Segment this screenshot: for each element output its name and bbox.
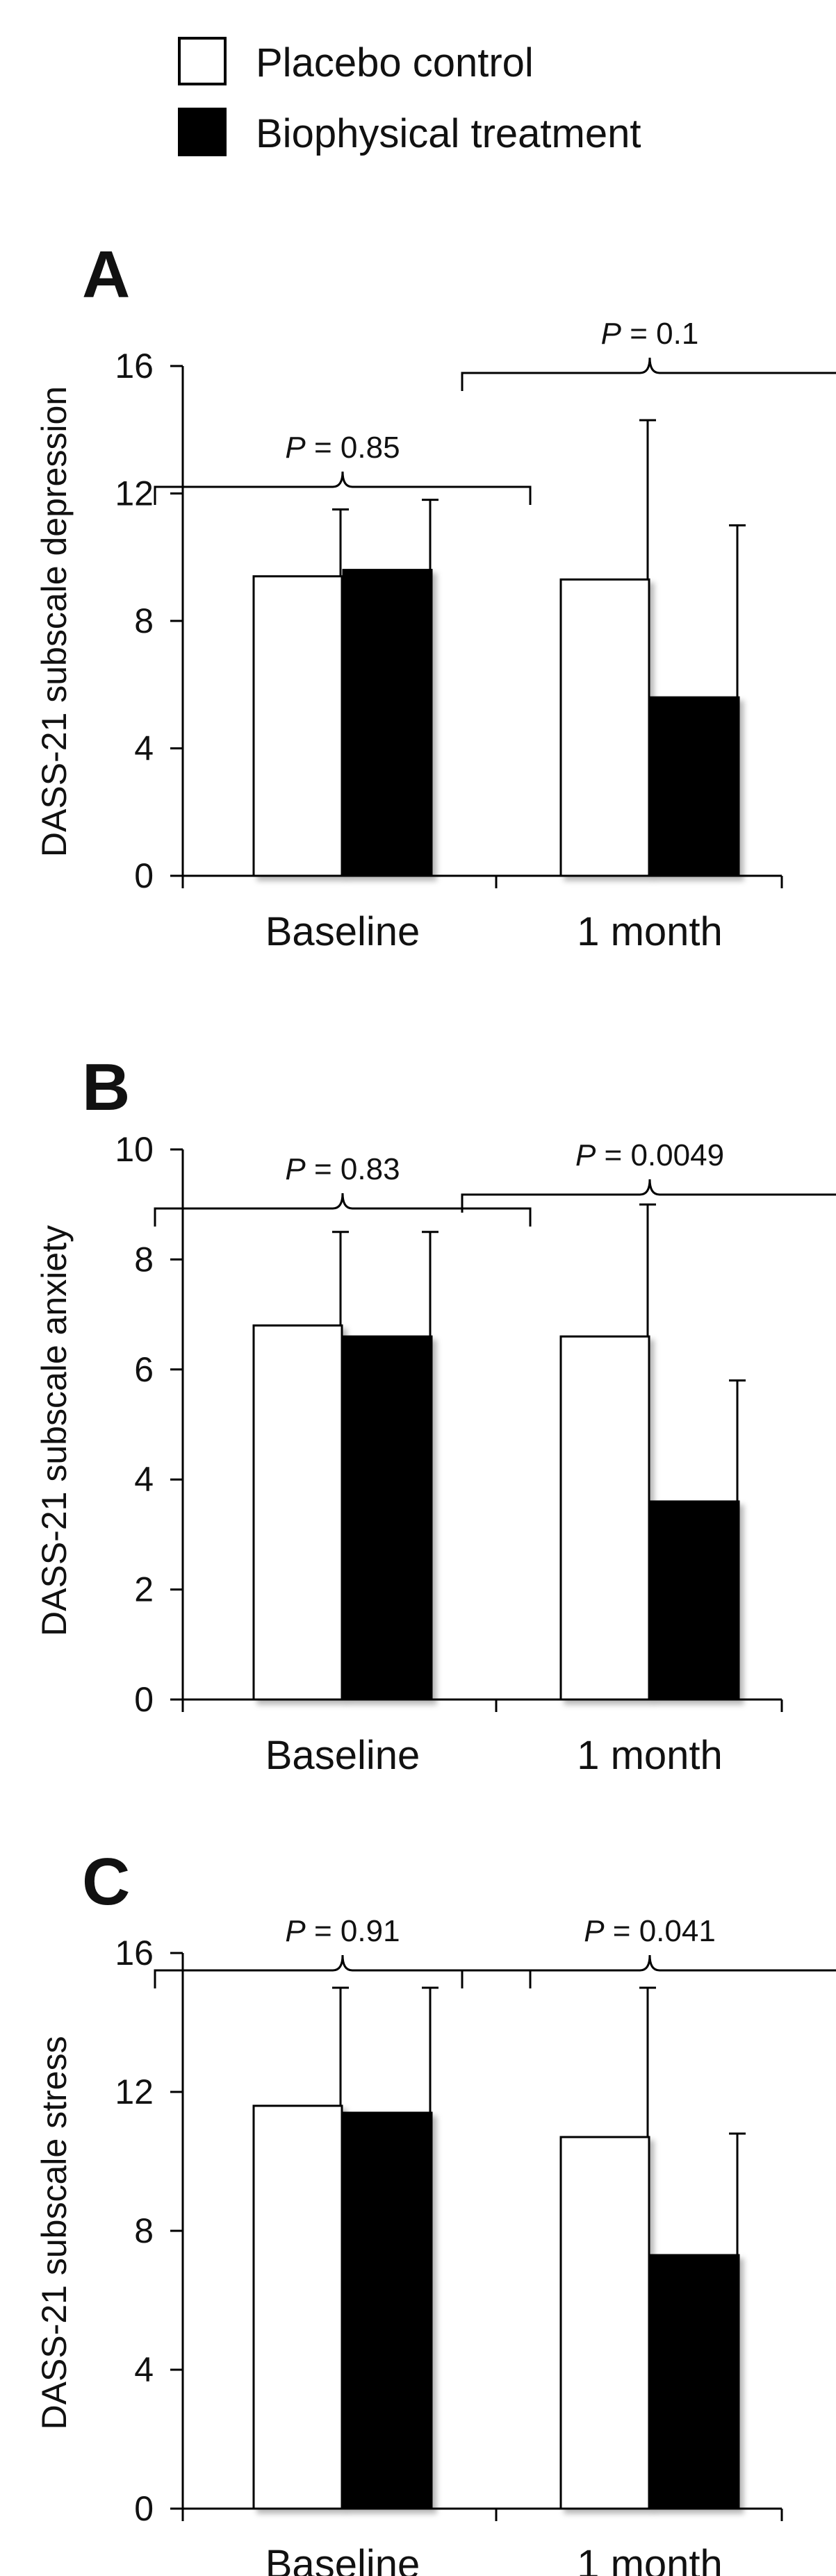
legend-swatch-biophysical (178, 108, 227, 156)
legend-label-placebo: Placebo control (256, 40, 534, 85)
pvalue-symbol: P (285, 431, 306, 465)
pvalue-number: = 0.0049 (596, 1138, 724, 1172)
bar-b-baseline-placebo (252, 1324, 343, 1701)
x-tick-label-c-1-month: 1 month (577, 2542, 723, 2576)
pvalue-bracket-a-0 (154, 471, 532, 505)
pvalue-bracket-c-1 (461, 1954, 836, 1988)
pvalue-bracket-c-0 (154, 1954, 532, 1988)
pvalue-number: = 0.85 (306, 431, 400, 465)
pvalue-label-a-0: P = 0.85 (285, 431, 400, 465)
y-tick-label-b-8: 8 (134, 1240, 154, 1279)
legend-label-biophysical: Biophysical treatment (256, 111, 641, 156)
y-tick-label-a-12: 12 (115, 474, 154, 513)
y-tick-label-a-16: 16 (115, 347, 154, 385)
legend-item-biophysical: Biophysical treatment (178, 108, 641, 156)
y-tick-label-b-6: 6 (134, 1350, 154, 1389)
pvalue-label-c-1: P = 0.041 (584, 1914, 716, 1948)
bar-c-1-month-placebo (559, 2136, 650, 2510)
legend: Placebo control Biophysical treatment (178, 37, 641, 156)
pvalue-label-b-0: P = 0.83 (285, 1152, 400, 1186)
panel-a: A DASS-21 subscale depression Baseline 1 … (35, 238, 836, 954)
bar-a-baseline-biophysical (342, 569, 433, 877)
panel-letter-a: A (82, 238, 130, 312)
pvalue-symbol: P (285, 1914, 306, 1948)
bar-a-1-month-biophysical (649, 696, 740, 877)
bar-a-1-month-placebo (559, 578, 650, 877)
bar-c-1-month-biophysical (649, 2254, 740, 2510)
bars-a (252, 419, 746, 877)
y-tick-label-b-2: 2 (134, 1570, 154, 1609)
y-tick-label-b-4: 4 (134, 1460, 154, 1499)
y-tick-label-c-8: 8 (134, 2211, 154, 2250)
pvalue-label-b-1: P = 0.0049 (575, 1138, 724, 1172)
axes-b: Baseline 1 month 0 2 4 6 8 10 (115, 1130, 783, 1778)
axes-c: Baseline 1 month 0 4 8 12 16 (115, 1934, 783, 2576)
panel-c: C DASS-21 subscale stress Baseline 1 mont… (35, 1845, 836, 2576)
legend-item-placebo: Placebo control (178, 37, 534, 85)
bar-c-baseline-placebo (252, 2104, 343, 2510)
axes-a: Baseline 1 month 0 4 8 12 16 (115, 347, 783, 954)
pvalue-number: = 0.041 (605, 1914, 716, 1948)
pvalue-number: = 0.1 (621, 317, 698, 351)
y-tick-label-c-16: 16 (115, 1934, 154, 1972)
legend-swatch-placebo (178, 37, 227, 85)
y-tick-label-a-8: 8 (134, 601, 154, 640)
bars-b (252, 1203, 746, 1701)
pvalue-number: = 0.83 (306, 1152, 400, 1186)
pvalue-symbol: P (601, 317, 622, 351)
pvalue-label-c-0: P = 0.91 (285, 1914, 400, 1948)
y-tick-label-a-4: 4 (134, 729, 154, 768)
pvalue-symbol: P (285, 1152, 306, 1186)
pvalue-brackets-c: P = 0.91 P = 0.041 (154, 1914, 836, 1988)
x-tick-label-b-1-month: 1 month (577, 1733, 723, 1778)
pvalue-symbol: P (575, 1138, 596, 1172)
panel-letter-c: C (82, 1845, 130, 1919)
pvalue-bracket-b-0 (154, 1193, 532, 1227)
y-tick-label-c-4: 4 (134, 2350, 154, 2389)
x-tick-label-b-baseline: Baseline (265, 1733, 420, 1778)
panel-b: B DASS-21 subscale anxiety Baseline 1 mon… (35, 1050, 836, 1778)
bar-b-baseline-biophysical (342, 1335, 433, 1701)
y-axis-label-a: DASS-21 subscale depression (35, 386, 74, 857)
pvalue-brackets-a: P = 0.85P = 0.1 (154, 317, 836, 505)
bar-c-baseline-biophysical (342, 2111, 433, 2510)
pvalue-label-a-1: P = 0.1 (601, 317, 699, 351)
y-axis-label-c: DASS-21 subscale stress (35, 2036, 74, 2430)
pvalue-bracket-a-1 (461, 357, 836, 391)
bar-b-1-month-biophysical (649, 1500, 740, 1701)
bar-a-baseline-placebo (252, 575, 343, 877)
pvalue-number: = 0.91 (306, 1914, 400, 1948)
y-axis-label-b: DASS-21 subscale anxiety (35, 1225, 74, 1636)
pvalue-bracket-b-1 (461, 1179, 836, 1213)
bars-c (252, 1986, 746, 2510)
bar-b-1-month-placebo (559, 1335, 650, 1701)
pvalue-symbol: P (584, 1914, 605, 1948)
y-tick-label-c-12: 12 (115, 2072, 154, 2111)
y-tick-label-b-0: 0 (134, 1680, 154, 1719)
x-tick-label-c-baseline: Baseline (265, 2542, 420, 2576)
pvalue-brackets-b: P = 0.83 P = 0.0049 (154, 1138, 836, 1227)
x-tick-label-a-1-month: 1 month (577, 909, 723, 954)
y-tick-label-b-10: 10 (115, 1130, 154, 1169)
x-tick-label-a-baseline: Baseline (265, 909, 420, 954)
y-tick-label-a-0: 0 (134, 856, 154, 895)
panel-letter-b: B (82, 1050, 130, 1124)
y-tick-label-c-0: 0 (134, 2489, 154, 2528)
